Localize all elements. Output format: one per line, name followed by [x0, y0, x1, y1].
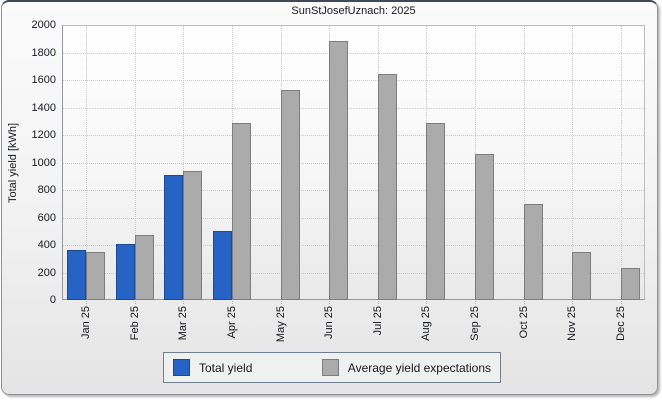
v-gridline — [183, 26, 184, 299]
h-gridline — [63, 190, 644, 191]
bar-average-yield-expectations — [426, 123, 445, 300]
h-gridline — [63, 245, 644, 246]
y-tick-label: 200 — [37, 266, 56, 279]
h-gridline — [63, 162, 644, 164]
y-tick-label: 400 — [37, 239, 56, 251]
h-gridline — [63, 52, 644, 54]
x-axis-tick — [475, 301, 476, 304]
x-tick-label: Jul 25 — [372, 306, 384, 336]
x-axis-tick — [572, 301, 573, 304]
bar-average-yield-expectations — [524, 204, 543, 300]
y-tick-label: 600 — [37, 211, 56, 224]
x-tick-label: Nov 25 — [566, 306, 578, 341]
x-axis-tick — [281, 301, 282, 304]
legend-item-total-yield: Total yield — [173, 359, 252, 376]
x-tick-label: Mar 25 — [177, 306, 189, 341]
legend-item-average-yield-expectations: Average yield expectations — [321, 359, 491, 376]
y-tick-label: 1400 — [31, 101, 56, 114]
bar-total-yield — [213, 231, 232, 300]
bar-average-yield-expectations — [329, 41, 348, 300]
x-tick-label: Oct 25 — [518, 306, 530, 339]
bar-average-yield-expectations — [281, 90, 300, 300]
bar-average-yield-expectations — [183, 171, 202, 300]
bar-average-yield-expectations — [475, 154, 494, 300]
y-tick-label: 2000 — [31, 19, 56, 31]
v-gridline — [86, 26, 87, 299]
x-tick-label: Sep 25 — [469, 306, 481, 341]
chart-title: SunStJosefUznach: 2025 — [291, 5, 416, 17]
y-tick-label: 1800 — [31, 46, 56, 59]
x-tick-label: Aug 25 — [420, 306, 432, 341]
h-gridline — [63, 217, 644, 219]
x-axis-tick — [329, 301, 330, 304]
x-tick-label: Dec 25 — [615, 306, 627, 341]
legend-swatch-total-yield — [173, 359, 190, 376]
y-tick-label: 1000 — [31, 156, 56, 169]
x-axis-tick — [183, 301, 184, 304]
y-tick-label: 800 — [37, 184, 56, 196]
x-axis-tick — [621, 301, 622, 304]
x-axis-tick — [426, 301, 427, 304]
legend-swatch-average-yield-expectations — [321, 359, 339, 376]
x-tick-label: Jan 25 — [80, 306, 92, 340]
x-axis-tick — [135, 301, 136, 304]
bar-average-yield-expectations — [86, 252, 105, 300]
bar-average-yield-expectations — [621, 268, 640, 300]
x-axis-tick — [86, 301, 87, 304]
h-gridline — [63, 107, 644, 109]
y-tick-label: 0 — [49, 294, 56, 306]
x-tick-label: Feb 25 — [129, 306, 141, 341]
v-gridline — [572, 26, 573, 299]
v-gridline — [621, 26, 622, 299]
v-gridline — [135, 26, 136, 299]
legend-label: Average yield expectations — [347, 360, 491, 375]
legend: Total yield Average yield expectations — [163, 352, 501, 383]
h-gridline — [63, 135, 644, 136]
bar-average-yield-expectations — [232, 123, 251, 300]
y-tick-label: 1600 — [31, 74, 56, 86]
x-tick-label: May 25 — [275, 306, 287, 343]
x-tick-label: Apr 25 — [226, 306, 238, 339]
y-tick-label: 1200 — [31, 129, 56, 141]
h-gridline — [63, 80, 644, 81]
x-axis-tick — [378, 301, 379, 304]
bar-average-yield-expectations — [135, 235, 154, 300]
legend-label: Total yield — [199, 360, 253, 375]
v-gridline — [524, 26, 525, 299]
x-axis-tick — [232, 301, 233, 304]
bar-total-yield — [116, 244, 135, 300]
bar-total-yield — [67, 250, 86, 300]
x-axis-tick — [524, 301, 525, 304]
bar-average-yield-expectations — [572, 252, 591, 300]
h-gridline — [63, 272, 644, 274]
bar-total-yield — [164, 175, 183, 300]
x-tick-label: Jun 25 — [323, 306, 335, 340]
bar-average-yield-expectations — [378, 74, 397, 300]
